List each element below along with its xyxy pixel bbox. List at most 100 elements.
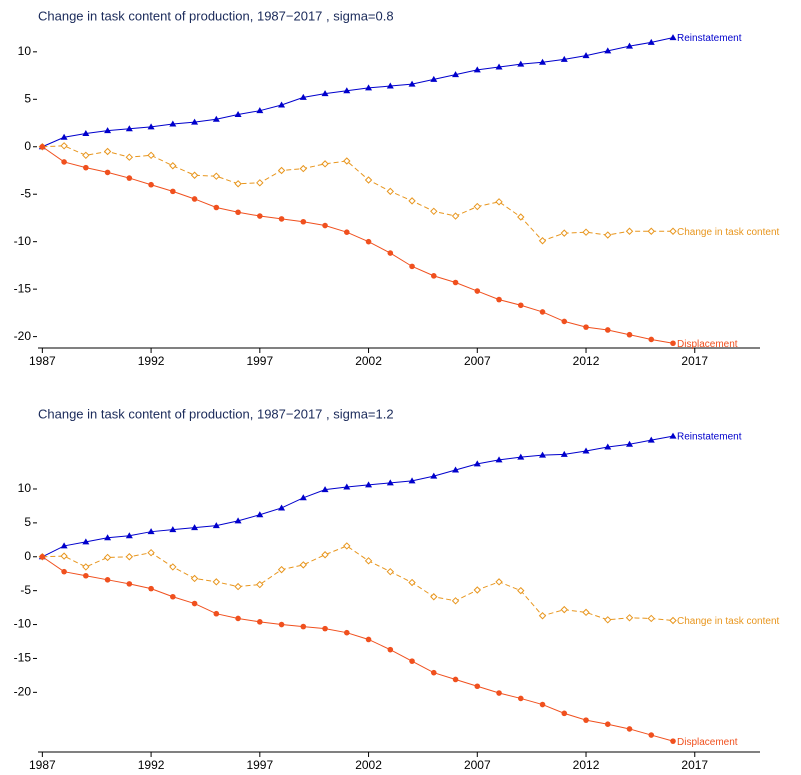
point (83, 572, 89, 579)
point (408, 80, 416, 87)
point (582, 52, 590, 59)
point (148, 585, 154, 592)
point (257, 619, 263, 625)
point (191, 196, 198, 202)
point (582, 447, 590, 454)
point (147, 123, 155, 130)
y-tick-label: 0 (24, 139, 31, 153)
point (626, 331, 633, 338)
point (322, 625, 328, 632)
point (604, 47, 612, 54)
point (103, 553, 112, 562)
point (104, 577, 111, 583)
point (626, 726, 633, 732)
point (647, 227, 655, 235)
x-tick-label: 2012 (573, 758, 600, 772)
point (212, 578, 221, 586)
point (625, 227, 634, 235)
point (408, 578, 416, 587)
point (321, 160, 329, 168)
point (647, 614, 655, 623)
series-line (42, 146, 674, 344)
point (625, 614, 634, 622)
point (539, 701, 546, 708)
point (365, 481, 373, 488)
series-label: Change in task content (677, 616, 780, 627)
point (473, 586, 481, 594)
point (39, 553, 46, 560)
point (235, 615, 241, 622)
point (190, 574, 199, 583)
point (408, 197, 416, 205)
point (669, 616, 677, 625)
point (169, 526, 177, 533)
y-tick-label: 0 (24, 549, 31, 563)
y-tick-label: -15 (14, 651, 32, 665)
point (386, 479, 394, 486)
y-tick-label: 10 (18, 44, 32, 58)
point (212, 115, 220, 122)
point (647, 38, 655, 45)
series-line (42, 37, 674, 148)
point (126, 175, 133, 181)
x-tick-label: 1997 (246, 354, 273, 368)
point (278, 504, 286, 511)
point (82, 538, 90, 545)
point (539, 451, 547, 458)
series-label: Reinstatement (677, 432, 742, 443)
point (60, 133, 68, 140)
point (560, 605, 568, 614)
point (277, 565, 286, 574)
point (409, 658, 415, 664)
series-line (42, 556, 674, 742)
point (191, 600, 198, 607)
point (582, 228, 590, 236)
series-line (42, 435, 674, 558)
point (147, 528, 155, 535)
point (234, 517, 242, 524)
point (539, 309, 546, 315)
series-line (42, 145, 674, 242)
point (169, 120, 177, 127)
point (626, 42, 634, 49)
point (148, 181, 154, 188)
point (496, 296, 502, 303)
point (170, 593, 176, 600)
point (191, 118, 199, 125)
point (125, 125, 133, 132)
point (430, 207, 438, 216)
point (82, 129, 90, 136)
point (669, 227, 677, 235)
point (517, 213, 525, 221)
y-tick-label: -10 (14, 617, 32, 631)
point (125, 553, 134, 561)
point (517, 453, 525, 460)
point (669, 34, 677, 41)
point (386, 187, 395, 196)
point (364, 557, 373, 565)
y-tick-label: -10 (14, 234, 32, 248)
point (235, 209, 241, 216)
point (61, 568, 67, 575)
point (256, 511, 264, 518)
point (560, 450, 568, 457)
point (582, 608, 590, 617)
point (147, 151, 155, 160)
point (83, 164, 89, 171)
point (82, 563, 90, 571)
y-tick-label: -5 (20, 186, 31, 200)
point (495, 63, 503, 70)
point (583, 717, 589, 723)
point (321, 551, 329, 559)
point (300, 623, 307, 630)
point (408, 477, 416, 484)
x-tick-label: 2007 (464, 354, 491, 368)
point (452, 71, 460, 78)
point (234, 582, 242, 591)
point (125, 532, 133, 539)
point (278, 621, 285, 628)
point (387, 646, 394, 653)
point (669, 432, 677, 439)
y-tick-label: 5 (24, 515, 31, 529)
point (169, 162, 177, 170)
